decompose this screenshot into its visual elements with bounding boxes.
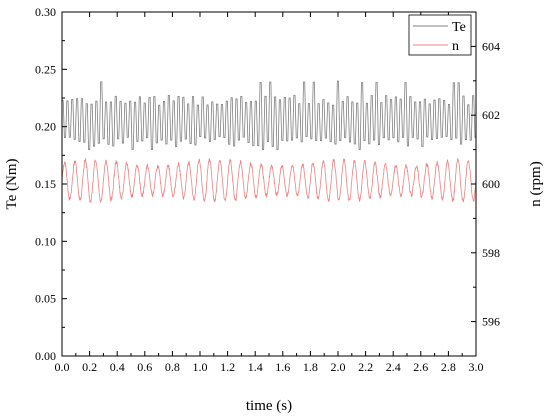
plot-area [62,12,476,356]
y-right-tick-label: 600 [482,177,500,191]
y-right-tick-label: 598 [482,246,500,260]
x-tick-label: 1.4 [248,360,263,374]
x-axis: 0.0 0.2 0.4 0.6 0.8 1.0 1.2 1.4 1.6 1.8 2.0 2.2 2.4 2… [55,12,484,374]
y-left-tick-label: 0.30 [35,5,56,19]
y-left-tick-label: 0.20 [35,120,56,134]
x-tick-label: 1.0 [193,360,208,374]
x-tick-label: 1.8 [303,360,318,374]
y-right-tick-label: 604 [482,39,500,53]
y-left-tick-label: 0.15 [35,177,56,191]
x-tick-label: 2.4 [386,360,401,374]
x-tick-label: 0.6 [137,360,152,374]
y-right-tick-label: 602 [482,108,500,122]
x-tick-label: 3.0 [469,360,484,374]
x-tick-label: 2.2 [358,360,373,374]
legend-label-n: n [452,39,459,54]
y-left-tick-label: 0.00 [35,349,56,363]
y-left-tick-label: 0.10 [35,234,56,248]
y-axis-right-title: n (rpm) [528,161,544,206]
x-tick-label: 0.0 [55,360,70,374]
x-tick-label: 2.8 [441,360,456,374]
x-axis-title: time (s) [246,398,292,414]
legend-label-te: Te [452,20,466,35]
y-axis-left-title: Te (Nm) [4,158,20,209]
y-axis-left: 0.00 0.05 0.10 0.15 0.20 0.25 0.30 [35,5,67,363]
series-n-line [61,157,477,203]
x-tick-label: 0.4 [110,360,125,374]
x-tick-label: 2.6 [413,360,428,374]
x-tick-label: 1.6 [275,360,290,374]
x-tick-label: 0.8 [165,360,180,374]
y-axis-right: 596 598 600 602 604 [471,11,500,357]
legend: Te n [408,14,472,56]
y-right-tick-label: 596 [482,315,500,329]
x-tick-label: 0.2 [82,360,97,374]
x-tick-label: 2.0 [331,360,346,374]
y-left-tick-label: 0.05 [35,292,56,306]
legend-box [408,14,472,56]
y-left-tick-label: 0.25 [35,62,56,76]
series-te-line [62,80,476,150]
series-layer [61,80,477,203]
x-tick-label: 1.2 [220,360,235,374]
